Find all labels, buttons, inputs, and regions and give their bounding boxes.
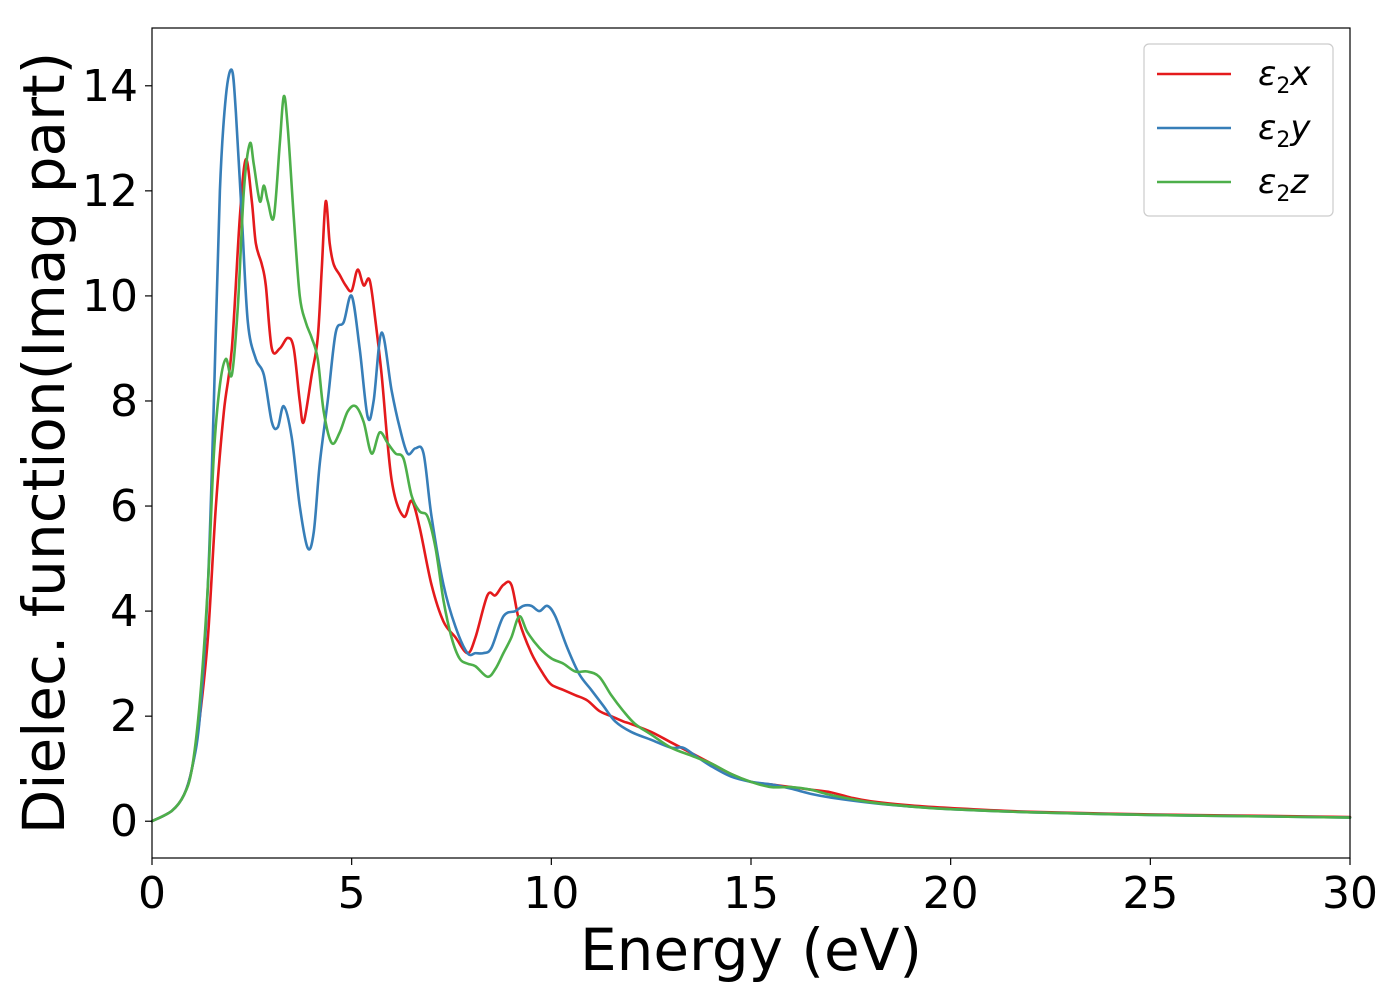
y-axis-ticks: 0 2 4 6 8 10 12 14	[82, 61, 152, 847]
y-tick-label: 6	[110, 481, 138, 532]
series-line-z	[150, 94, 1352, 823]
legend-label-z: ε2z	[1258, 162, 1309, 207]
legend-epsilon: ε	[1258, 108, 1276, 148]
legend-epsilon: ε	[1258, 54, 1276, 94]
y-tick-label: 4	[110, 586, 138, 637]
legend-component: y	[1289, 108, 1311, 148]
legend-label-x: ε2x	[1258, 54, 1311, 99]
y-tick-label: 0	[110, 796, 138, 847]
series-layer	[150, 68, 1352, 823]
y-tick-label: 10	[82, 271, 138, 322]
x-tick-label: 10	[523, 868, 579, 919]
y-tick-label: 2	[110, 691, 138, 742]
x-axis-label: Energy (eV)	[580, 916, 922, 984]
legend-label-y: ε2y	[1258, 108, 1311, 153]
series-line-y	[150, 68, 1352, 823]
legend-subscript: 2	[1276, 128, 1290, 153]
legend-subscript: 2	[1276, 182, 1290, 207]
x-tick-label: 30	[1322, 868, 1378, 919]
x-tick-label: 15	[723, 868, 779, 919]
legend-component: z	[1289, 162, 1309, 202]
x-tick-label: 5	[338, 868, 366, 919]
y-axis-label: Dielec. function(Imag part)	[10, 52, 78, 835]
x-tick-label: 25	[1122, 868, 1178, 919]
legend-component: x	[1289, 54, 1311, 94]
y-tick-label: 14	[82, 61, 138, 112]
x-tick-label: 20	[923, 868, 979, 919]
legend-box	[1143, 43, 1334, 217]
x-axis-ticks: 0 5 10 15 20 25 30	[138, 858, 1378, 919]
legend-subscript: 2	[1276, 74, 1290, 99]
y-tick-label: 12	[82, 166, 138, 217]
y-tick-label: 8	[110, 376, 138, 427]
legend-epsilon: ε	[1258, 162, 1276, 202]
x-tick-label: 0	[138, 868, 166, 919]
